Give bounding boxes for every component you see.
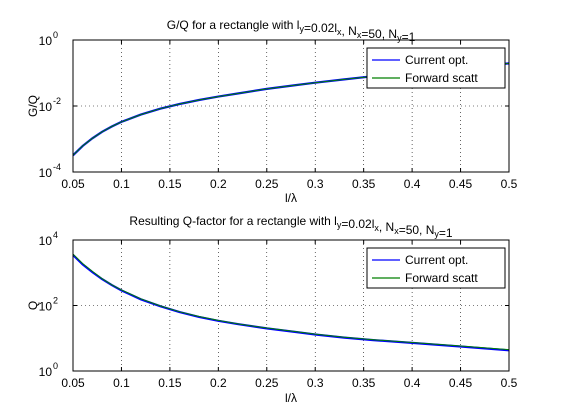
x-axis-label: l/λ — [285, 191, 297, 205]
legend-label: Forward scatt — [405, 71, 478, 85]
y-tick-exponent: 0 — [53, 30, 58, 40]
y-tick-label: 10 — [39, 365, 53, 379]
y-tick-label: 10 — [39, 234, 53, 248]
legend-label: Forward scatt — [405, 271, 478, 285]
legend: Current opt. Forward scatt — [366, 247, 506, 289]
x-tick-label: 0.3 — [307, 376, 324, 390]
y-tick-exponent: 2 — [53, 296, 58, 306]
y-tick-label: 10 — [39, 166, 53, 180]
grid — [73, 240, 509, 371]
x-tick-label: 0.4 — [404, 376, 421, 390]
chart-2: 0.05 0.1 0.15 0.2 0.25 0.3 0.35 0.4 0.45 0.510 010… — [26, 214, 518, 405]
x-tick-label: 0.05 — [61, 177, 85, 191]
x-tick-label: 0.5 — [501, 177, 518, 191]
x-tick-label: 0.4 — [404, 177, 421, 191]
y-tick-exponent: 0 — [53, 361, 58, 371]
y-tick-label: 10 — [39, 300, 53, 314]
x-tick-label: 0.1 — [113, 177, 130, 191]
grid — [73, 40, 509, 172]
x-tick-label: 0.2 — [210, 177, 227, 191]
y-tick-exponent: 4 — [53, 230, 58, 240]
chart-title: G/Q for a rectangle with ly=0.02lx, Nx=5… — [167, 18, 416, 44]
x-tick-label: 0.15 — [158, 376, 182, 390]
x-tick-label: 0.1 — [113, 376, 130, 390]
y-axis-label: Q — [26, 301, 40, 310]
x-tick-label: 0.45 — [449, 177, 473, 191]
x-tick-label: 0.35 — [352, 376, 376, 390]
legend-box — [366, 247, 506, 289]
legend: Current opt. Forward scatt — [366, 47, 506, 89]
series-line-2 — [73, 253, 509, 351]
x-tick-label: 0.45 — [449, 376, 473, 390]
legend-box — [366, 47, 506, 89]
x-tick-label: 0.25 — [255, 376, 279, 390]
x-tick-label: 0.05 — [61, 376, 85, 390]
y-tick-label: 10 — [39, 34, 53, 48]
y-tick-exponent: -2 — [53, 96, 61, 106]
x-tick-label: 0.2 — [210, 376, 227, 390]
x-tick-label: 0.35 — [352, 177, 376, 191]
legend-label: Current opt. — [405, 253, 468, 267]
y-tick-exponent: -4 — [53, 162, 61, 172]
chart-title: Resulting Q-factor for a rectangle with … — [129, 214, 453, 240]
x-tick-label: 0.15 — [158, 177, 182, 191]
legend-label: Current opt. — [405, 53, 468, 67]
x-axis-label: l/λ — [285, 391, 297, 405]
x-tick-label: 0.5 — [501, 376, 518, 390]
x-tick-label: 0.25 — [255, 177, 279, 191]
y-tick-label: 10 — [39, 100, 53, 114]
chart-1: 0.05 0.1 0.15 0.2 0.25 0.3 0.35 0.4 0.45 0.510 -41… — [26, 18, 518, 205]
y-axis-label: G/Q — [26, 95, 40, 117]
x-tick-label: 0.3 — [307, 177, 324, 191]
